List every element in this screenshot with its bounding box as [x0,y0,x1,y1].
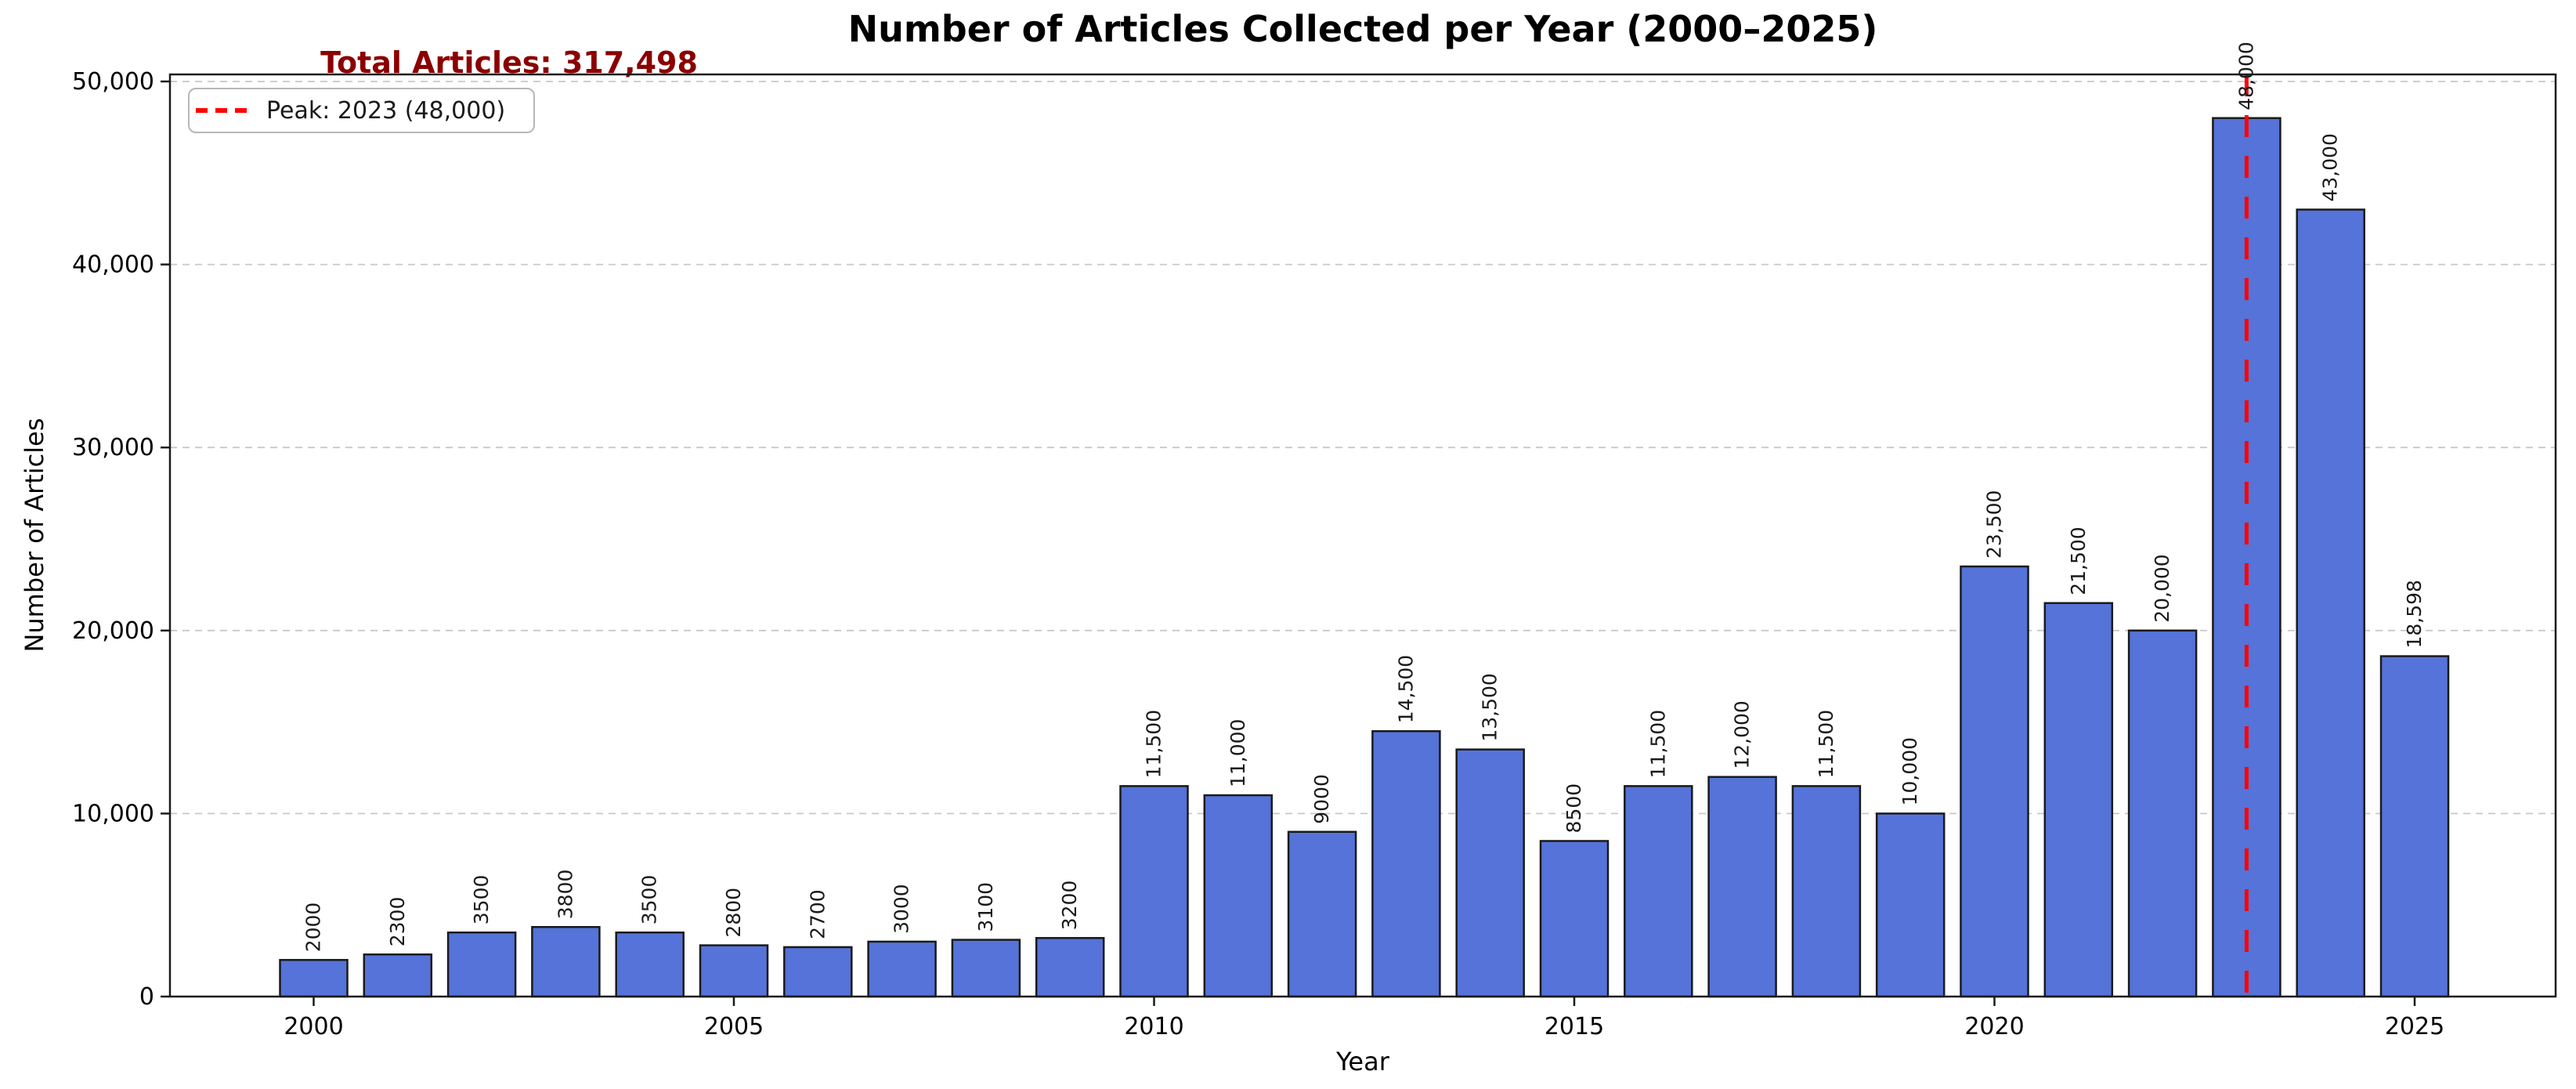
bar-value-label-2012: 9000 [1310,774,1333,824]
bar-2012 [1287,830,1357,998]
x-axis-title: Year [1336,1047,1389,1076]
bar-value-label-2001: 2300 [386,897,409,947]
bar-2021 [2043,602,2114,998]
bar-value-label-2007: 3000 [891,884,913,934]
bar-value-label-2010: 11,500 [1143,710,1165,778]
bar-2007 [867,940,937,998]
bar-2011 [1203,794,1274,998]
bar-value-label-2014: 13,500 [1479,673,1501,741]
y-tick-label-20000: 20,000 [72,617,154,645]
legend-dash-icon [196,108,247,113]
x-tick-label-2015: 2015 [1545,1013,1604,1040]
bar-value-label-2020: 23,500 [1983,490,2006,559]
x-tick-label-2010: 2010 [1124,1013,1183,1040]
bar-2001 [363,953,433,998]
bar-2004 [615,931,685,998]
x-tick-label-2020: 2020 [1964,1013,2024,1040]
bar-value-label-2003: 3800 [554,870,576,920]
bar-value-label-2011: 11,000 [1227,719,1249,787]
y-tick-label-50000: 50,000 [72,68,154,96]
bar-value-label-2013: 14,500 [1394,655,1417,723]
bar-2005 [699,944,769,998]
y-tick-label-10000: 10,000 [72,800,154,827]
bar-value-label-2025: 18,598 [2403,580,2426,648]
y-tick-label-40000: 40,000 [72,251,154,279]
bar-value-label-2021: 21,500 [2067,526,2090,595]
bar-value-label-2006: 2700 [806,889,829,939]
bar-2017 [1707,776,1777,998]
bar-2022 [2127,629,2198,998]
bar-value-label-2019: 10,000 [1899,737,1921,805]
bar-2015 [1539,840,1610,998]
bar-value-label-2022: 20,000 [2151,554,2173,622]
bar-value-label-2002: 3500 [470,875,493,925]
bar-2009 [1035,936,1105,998]
bar-value-label-2023: 48,000 [2235,42,2257,110]
y-tick-label-30000: 30,000 [72,434,154,461]
x-tick-label-2000: 2000 [284,1013,343,1040]
bar-2000 [279,959,349,998]
legend: Peak: 2023 (48,000) [188,88,535,133]
bar-2025 [2379,655,2450,998]
bar-2002 [446,931,517,998]
plot-border [168,73,2557,998]
x-tick-label-2025: 2025 [2385,1013,2444,1040]
bar-value-label-2017: 12,000 [1731,700,1754,769]
bar-value-label-2024: 43,000 [2319,133,2342,201]
bar-value-label-2000: 2000 [302,903,325,953]
bar-value-label-2009: 3200 [1058,881,1081,931]
bar-value-label-2016: 11,500 [1646,710,1669,778]
legend-label: Peak: 2023 (48,000) [266,96,506,125]
bar-2024 [2296,208,2365,998]
bar-value-label-2008: 3100 [974,882,997,932]
bar-value-label-2015: 8500 [1563,783,1585,834]
bar-2013 [1371,730,1441,998]
bar-2008 [951,939,1021,998]
bar-2016 [1624,785,1693,998]
bar-2010 [1119,785,1189,998]
bar-value-label-2004: 3500 [638,875,661,925]
bar-2019 [1875,812,1946,998]
y-axis-title: Number of Articles [20,418,49,653]
bar-2003 [531,925,601,998]
bar-2006 [783,946,853,998]
bar-value-label-2018: 11,500 [1815,710,1837,778]
bar-value-label-2005: 2800 [722,888,745,938]
y-tick-label-0: 0 [139,983,154,1011]
bar-2020 [1960,565,2029,998]
bar-2014 [1455,748,1525,998]
x-tick-label-2005: 2005 [704,1013,764,1040]
chart-title: Number of Articles Collected per Year (2… [847,8,1878,50]
bar-2018 [1791,785,1862,998]
